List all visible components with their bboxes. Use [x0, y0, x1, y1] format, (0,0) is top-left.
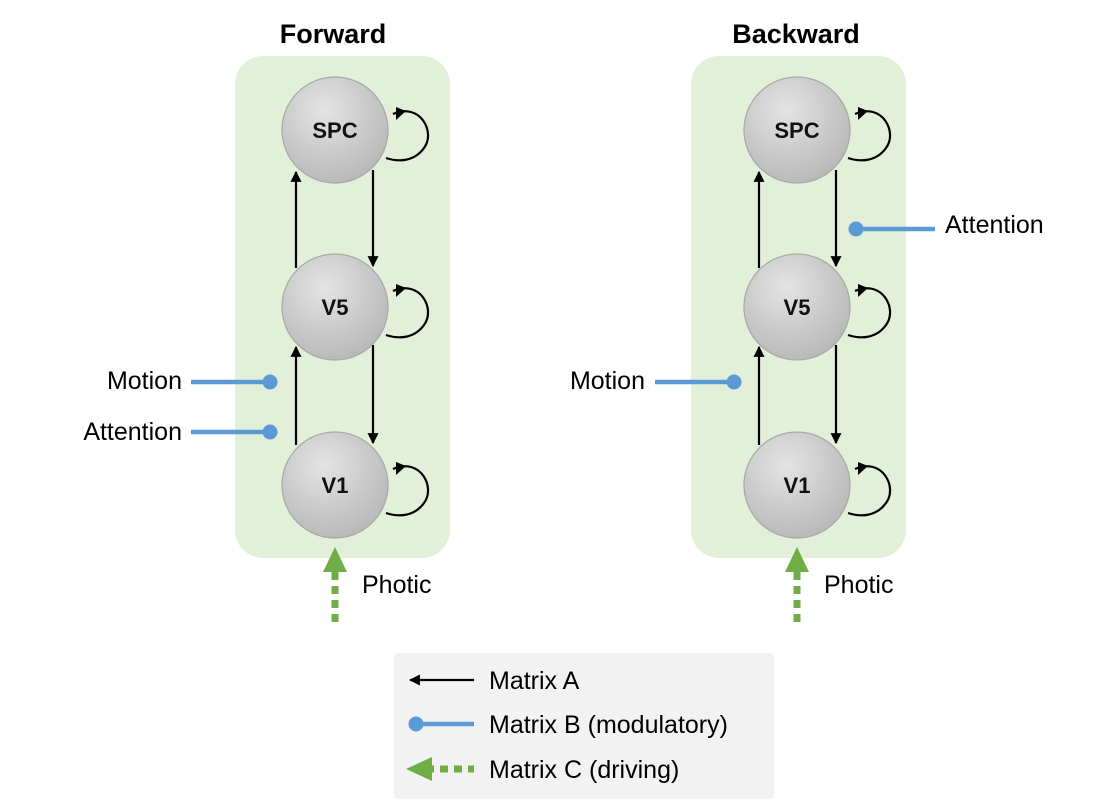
forward-photic-label: Photic — [362, 571, 431, 599]
backward-self-arrowhead-v5 — [858, 284, 868, 297]
legend-background — [394, 653, 774, 799]
backward-node-v5-label: V5 — [784, 295, 811, 320]
forward-node-v1-label: V1 — [322, 473, 349, 498]
forward-motion-label: Motion — [107, 367, 182, 395]
backward-self-arrowhead-v1 — [858, 462, 868, 475]
backward-node-v1: V1 — [743, 431, 851, 539]
forward-node-spc-label: SPC — [312, 118, 357, 143]
backward-self-arrowhead-spc — [858, 107, 868, 120]
backward-self-connection-spc — [847, 110, 892, 162]
forward-node-spc: SPC — [281, 76, 389, 184]
backward-panel: Backward SPC V5 V1 Atte — [570, 19, 1044, 622]
forward-node-v5-label: V5 — [322, 295, 349, 320]
forward-photic-driving-input — [323, 547, 347, 622]
forward-panel-title: Forward — [280, 19, 387, 49]
backward-node-v1-label: V1 — [784, 473, 811, 498]
backward-motion-label: Motion — [570, 367, 645, 395]
forward-self-connection-v5 — [385, 287, 430, 339]
backward-attention-modulatory-input — [848, 221, 935, 237]
legend-matrix-b-label: Matrix B (modulatory) — [489, 711, 728, 739]
backward-attention-label: Attention — [945, 211, 1044, 239]
backward-motion-modulatory-input — [655, 374, 742, 390]
backward-node-spc: SPC — [743, 76, 851, 184]
backward-photic-label: Photic — [824, 571, 893, 599]
forward-attention-modulatory-input — [191, 424, 278, 440]
forward-attention-label: Attention — [83, 418, 182, 446]
backward-node-spc-label: SPC — [774, 118, 819, 143]
backward-self-connection-v1 — [847, 465, 892, 517]
backward-self-connection-v5 — [847, 287, 892, 339]
forward-self-arrowhead-v5 — [396, 284, 406, 297]
forward-motion-modulatory-input — [191, 374, 278, 390]
forward-self-arrowhead-v1 — [396, 462, 406, 475]
forward-self-connection-spc — [385, 110, 430, 162]
forward-node-v1: V1 — [281, 431, 389, 539]
forward-self-arrowhead-spc — [396, 107, 406, 120]
forward-node-v5: V5 — [281, 253, 389, 361]
backward-photic-driving-input — [785, 547, 809, 622]
forward-self-connection-v1 — [385, 465, 430, 517]
backward-node-v5: V5 — [743, 253, 851, 361]
legend: Matrix A Matrix B (modulatory) Matrix C … — [394, 653, 774, 799]
legend-matrix-b-swatch — [408, 716, 474, 732]
backward-panel-title: Backward — [732, 19, 860, 49]
forward-panel: Forward SPC V5 V1 Motio — [83, 19, 450, 622]
legend-matrix-c-label: Matrix C (driving) — [489, 756, 679, 784]
legend-matrix-c-swatch — [406, 757, 474, 781]
legend-matrix-a-label: Matrix A — [489, 667, 580, 695]
